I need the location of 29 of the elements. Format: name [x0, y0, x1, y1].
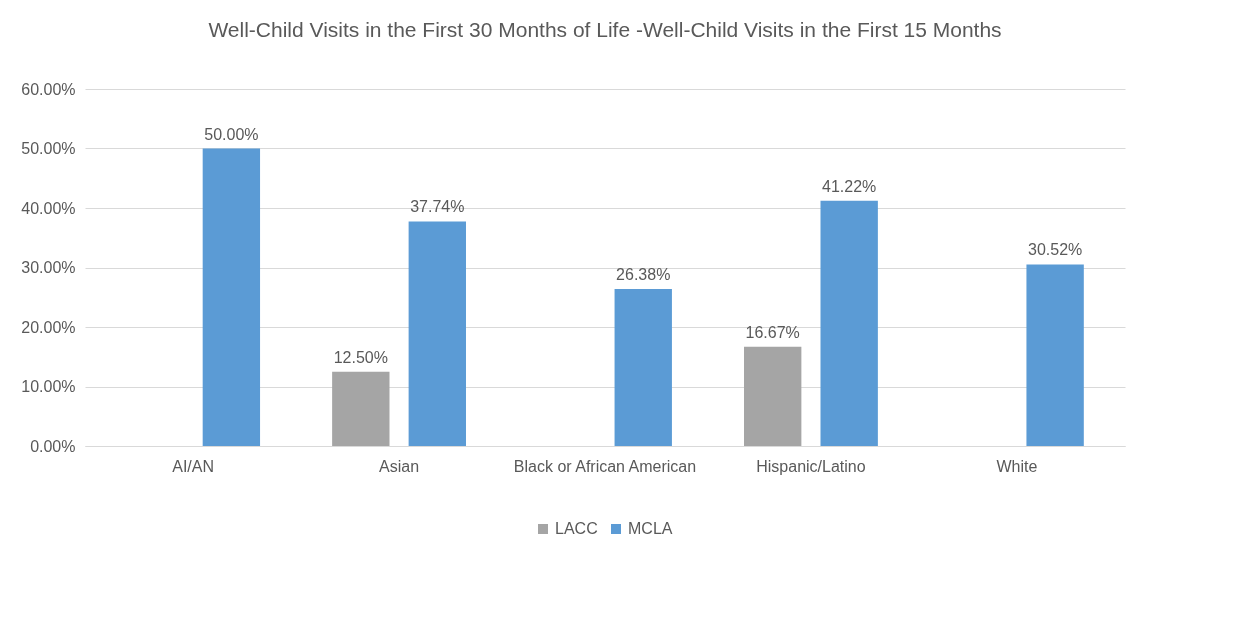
x-tick-label: Hispanic/Latino — [756, 457, 866, 475]
data-label: 37.74% — [410, 198, 465, 216]
x-tick-label: AI/AN — [172, 457, 215, 475]
bar — [408, 221, 466, 446]
y-tick-label: 20.00% — [21, 318, 76, 336]
bar — [820, 200, 878, 446]
data-label: 50.00% — [204, 125, 259, 143]
data-label: 16.67% — [745, 323, 800, 341]
y-tick-label: 10.00% — [21, 378, 76, 395]
data-label: 41.22% — [822, 177, 877, 195]
y-tick-label: 30.00% — [21, 259, 76, 276]
bar — [744, 346, 802, 446]
x-tick-label: White — [996, 457, 1038, 475]
y-tick-label: 50.00% — [21, 140, 76, 157]
chart-title: Well-Child Visits in the First 30 Months of Life -Well-Child Visits in the First 15 Months — [208, 18, 1002, 41]
bar — [202, 148, 261, 446]
bar — [614, 289, 672, 446]
legend-label: MCLA — [628, 520, 673, 537]
y-tick-label: 60.00% — [21, 80, 76, 98]
x-tick-label: Asian — [379, 457, 420, 475]
y-tick-label: 40.00% — [21, 199, 76, 217]
data-label: 12.50% — [333, 348, 388, 366]
y-tick-label: 0.00% — [30, 437, 76, 455]
x-tick-label: Black or African American — [513, 457, 697, 475]
data-label: 26.38% — [616, 266, 671, 284]
legend-label: LACC — [555, 520, 598, 537]
data-label: 30.52% — [1027, 241, 1083, 259]
bar — [332, 371, 390, 446]
bar — [1026, 264, 1084, 446]
